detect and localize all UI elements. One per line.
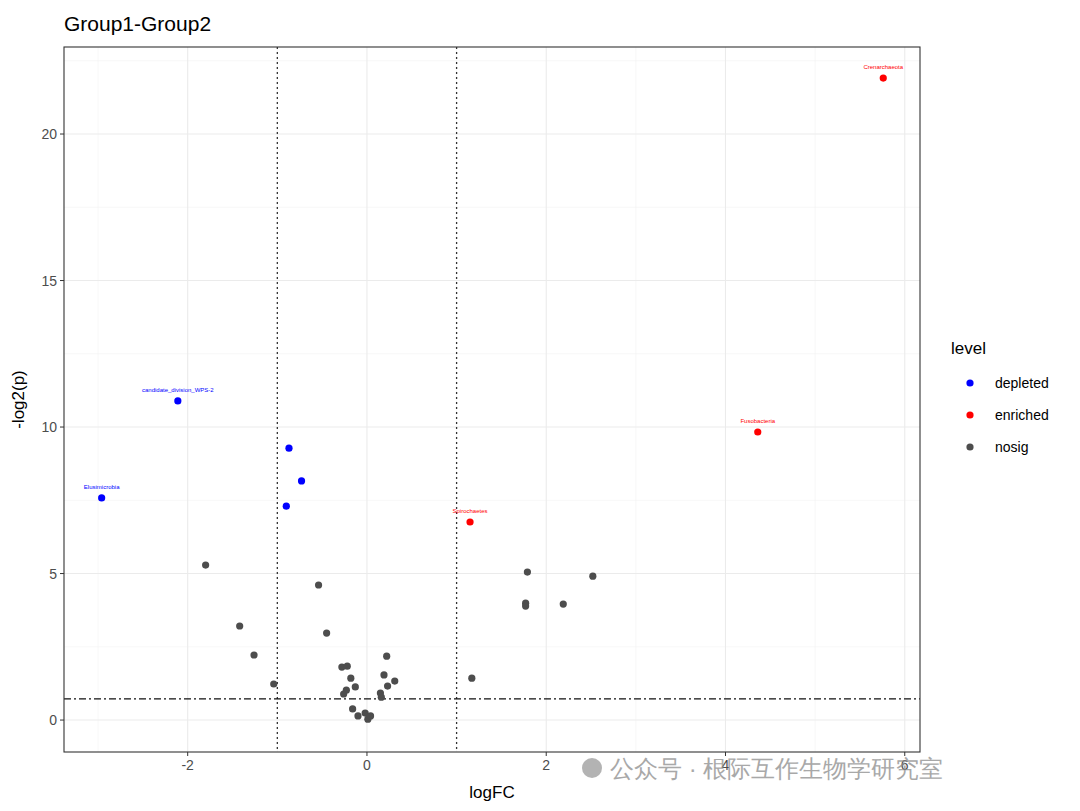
tick-label: 5 [49,566,57,582]
point [754,428,761,435]
chart: Elusimicrobia candidate_division_WPS-2 Cre… [0,0,1080,811]
grid-line [366,47,367,752]
tick-label: 0 [363,757,371,773]
point-label: Fusobacteria [740,418,775,424]
minor-grid [635,47,636,752]
point [391,677,398,684]
point [344,663,351,670]
grid-line [64,133,920,134]
minor-grid [456,47,457,752]
tick-label: 20 [41,126,57,142]
point [354,712,361,719]
minor-grid [64,500,920,501]
threshold-line [456,47,457,752]
point [560,600,567,607]
point [98,494,105,501]
title: Group1-Group2 [64,12,211,35]
plot-area [64,47,920,752]
legend-marker [966,443,973,450]
tick-label: -2 [181,757,194,773]
tick [60,134,64,135]
point-label: Elusimicrobia [84,484,120,490]
grid-line [187,47,188,752]
threshold-line [277,47,278,752]
tick [60,720,64,721]
point [380,671,387,678]
watermark-text: 公众号 · 根际互作生物学研究室 [610,755,943,782]
point-label: Crenarchaeota [863,64,903,70]
point [174,397,181,404]
point [283,503,290,510]
point [236,622,243,629]
minor-grid [277,47,278,752]
tick [366,752,367,756]
point [298,477,305,484]
legend-label: nosig [995,439,1028,455]
point [202,561,209,568]
minor-grid [64,207,920,208]
point [367,712,374,719]
grid-line [546,47,547,752]
minor-grid [815,47,816,752]
minor-grid [64,353,920,354]
grid-line [64,426,920,427]
minor-grid [98,47,99,752]
point [383,653,390,660]
legend-label: depleted [995,375,1049,391]
tick [187,752,188,756]
point [468,675,475,682]
point [378,694,385,701]
point [522,602,529,609]
point [315,581,322,588]
x-axis-title: logFC [469,783,514,802]
threshold-line [64,698,920,699]
y-axis-title: -log2(p) [9,370,28,429]
minor-grid [64,646,920,647]
tick-label: 2 [542,757,550,773]
grid-line [725,47,726,752]
tick [60,573,64,574]
point [589,573,596,580]
legend-marker [966,379,973,386]
minor-grid [64,60,920,61]
point [250,651,257,658]
point [349,705,356,712]
tick [546,752,547,756]
point [384,682,391,689]
point-label: Spirochaetes [453,508,488,514]
watermark-icon [582,758,602,778]
tick-label: 0 [49,712,57,728]
point [352,683,359,690]
point [323,629,330,636]
point [524,568,531,575]
point [270,680,277,687]
plot-background [64,47,920,752]
legend-label: enriched [995,407,1049,423]
point [347,675,354,682]
point [466,518,473,525]
grid-line [64,280,920,281]
point-label: candidate_division_WPS-2 [142,387,214,393]
legend-marker [966,411,973,418]
tick-label: 10 [41,419,57,435]
grid-line [64,720,920,721]
grid-line [64,573,920,574]
tick [60,280,64,281]
grid-line [904,47,905,752]
legend-title: level [951,339,986,358]
tick-label: 15 [41,273,57,289]
point [285,445,292,452]
plot-frame [64,47,920,752]
point [880,74,887,81]
point [340,690,347,697]
tick [60,427,64,428]
watermark: 公众号 · 根际互作生物学研究室 [582,755,943,782]
